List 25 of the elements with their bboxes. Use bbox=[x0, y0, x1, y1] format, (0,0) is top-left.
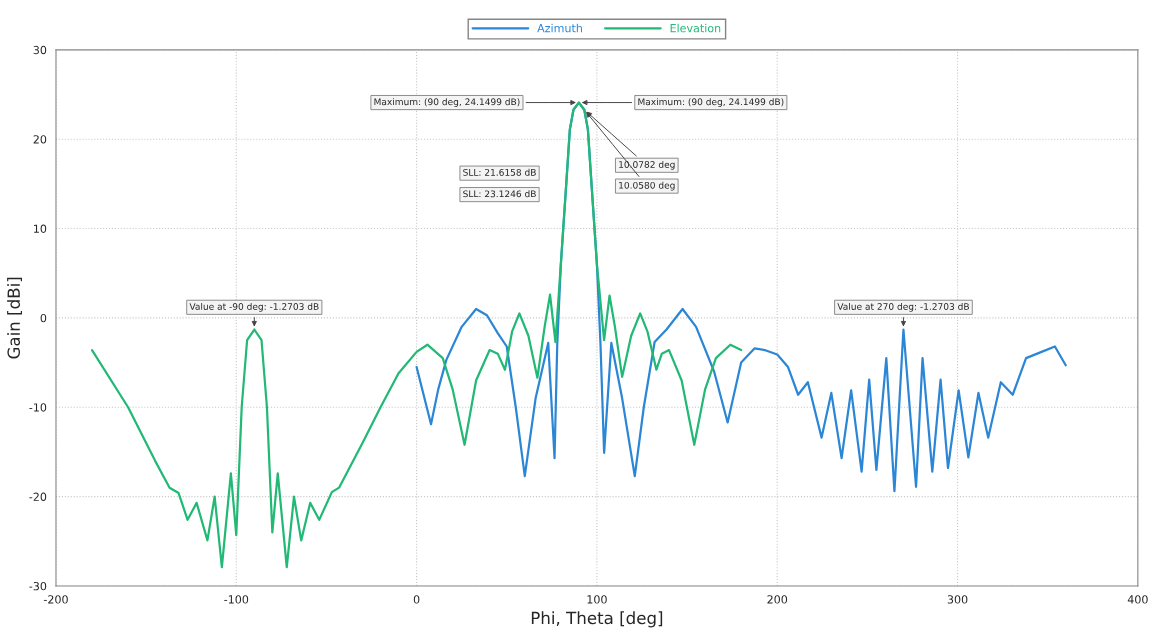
annotation: Value at -90 deg: -1.2703 dB bbox=[189, 302, 319, 312]
annotation: Maximum: (90 deg, 24.1499 dB) bbox=[374, 98, 520, 107]
x-tick-label: 100 bbox=[587, 595, 607, 604]
y-axis-title: Gain [dBi] bbox=[7, 277, 22, 359]
x-tick-label: 200 bbox=[767, 595, 788, 604]
x-tick-label: -200 bbox=[43, 595, 68, 604]
annotation: Value at 270 deg: -1.2703 dB bbox=[837, 302, 969, 312]
x-tick-label: 0 bbox=[413, 595, 420, 604]
y-tick-label: -30 bbox=[29, 581, 47, 591]
x-axis-title: Phi, Theta [deg] bbox=[531, 611, 663, 628]
annotation: Maximum: (90 deg, 24.1499 dB) bbox=[638, 98, 784, 107]
y-tick-label: -20 bbox=[29, 492, 47, 501]
text: Elevation bbox=[670, 23, 721, 33]
x-tick-label: -100 bbox=[224, 595, 249, 604]
annotation: SLL: 23.1246 dB bbox=[463, 190, 536, 198]
annotation: 10.0580 deg bbox=[619, 181, 675, 191]
x-tick-label: 300 bbox=[947, 595, 968, 604]
y-tick-label: 30 bbox=[33, 45, 47, 55]
y-tick-label: 0 bbox=[40, 313, 47, 323]
y-tick-label: 20 bbox=[33, 135, 47, 144]
y-tick-label: -10 bbox=[29, 403, 47, 412]
annotation: SLL: 21.6158 dB bbox=[463, 168, 536, 176]
y-tick-label: 10 bbox=[34, 224, 47, 233]
text: Azimuth bbox=[537, 23, 582, 33]
x-tick-label: 400 bbox=[1127, 595, 1148, 604]
